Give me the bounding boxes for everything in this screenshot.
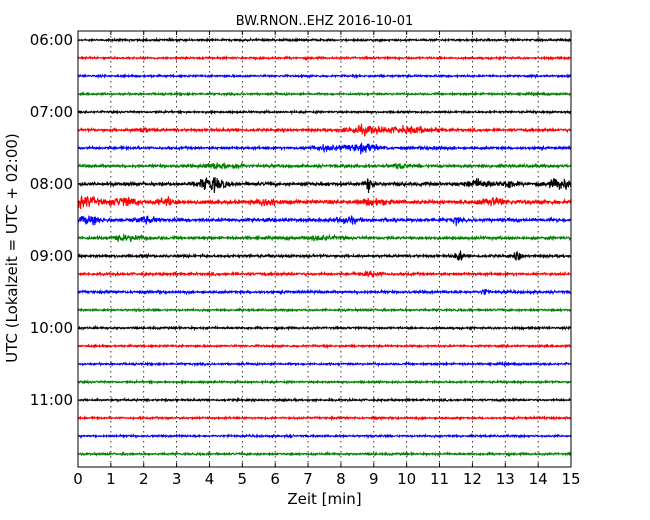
seismic-trace-0615 xyxy=(77,54,572,62)
x-tick-label: 6 xyxy=(270,470,280,488)
seismic-trace-0900 xyxy=(77,250,572,262)
seismic-trace-1100 xyxy=(77,396,572,403)
x-tick-label: 10 xyxy=(397,470,416,488)
seismic-trace-0600 xyxy=(77,36,572,44)
plot-frame xyxy=(77,30,572,468)
seismic-trace-0830 xyxy=(77,215,572,227)
x-tick-label: 4 xyxy=(205,470,215,488)
x-tick-label: 7 xyxy=(303,470,313,488)
seismic-trace-1030 xyxy=(77,360,572,368)
y-tick-label: 07:00 xyxy=(30,103,73,121)
x-tick-label: 11 xyxy=(430,470,449,488)
seismic-trace-0845 xyxy=(77,232,572,243)
x-tick-label: 2 xyxy=(139,470,149,488)
seismic-trace-0630 xyxy=(77,73,572,80)
x-tick-label: 1 xyxy=(106,470,116,488)
x-tick-label: 12 xyxy=(463,470,482,488)
y-tick-label: 11:00 xyxy=(30,391,73,409)
seismic-trace-0730 xyxy=(77,142,572,155)
x-tick-label: 3 xyxy=(172,470,182,488)
trace-layer xyxy=(77,36,572,458)
y-tick-label: 06:00 xyxy=(30,31,73,49)
seismic-trace-0800 xyxy=(77,176,572,194)
seismic-trace-0815 xyxy=(77,194,572,209)
seismic-trace-1145 xyxy=(77,450,572,458)
x-tick-label: 14 xyxy=(529,470,548,488)
x-tick-label: 15 xyxy=(561,470,580,488)
y-axis-label: UTC (Lokalzeit = UTC + 02:00) xyxy=(3,133,21,363)
y-tick-label: 08:00 xyxy=(30,175,73,193)
seismic-trace-0700 xyxy=(77,108,572,116)
seismic-trace-0945 xyxy=(77,306,572,313)
x-axis-label: Zeit [min] xyxy=(287,490,361,508)
seismic-trace-1000 xyxy=(77,324,572,332)
seismic-trace-0645 xyxy=(77,90,572,98)
seismic-trace-0930 xyxy=(77,288,572,296)
y-tick-label: 09:00 xyxy=(30,247,73,265)
x-tick-label: 5 xyxy=(238,470,248,488)
axes: 0 1 2 3 4 5 6 7 8 9 10 11 12 13 14 1506:0007:0008:0009:… xyxy=(30,30,581,488)
seismic-trace-0715 xyxy=(77,123,572,137)
seismic-trace-1045 xyxy=(77,378,572,386)
x-tick-label: 9 xyxy=(369,470,379,488)
x-tick-label: 8 xyxy=(336,470,346,488)
x-tick-label: 13 xyxy=(496,470,515,488)
seismic-trace-0745 xyxy=(77,162,572,170)
chart-title: BW.RNON..EHZ 2016-10-01 xyxy=(236,14,414,29)
seismic-trace-1015 xyxy=(77,343,572,350)
seismic-trace-1115 xyxy=(77,414,572,422)
seismic-trace-0915 xyxy=(77,270,572,278)
x-tick-label: 0 xyxy=(73,470,83,488)
y-tick-label: 10:00 xyxy=(30,319,73,337)
seismic-trace-1130 xyxy=(77,433,572,440)
